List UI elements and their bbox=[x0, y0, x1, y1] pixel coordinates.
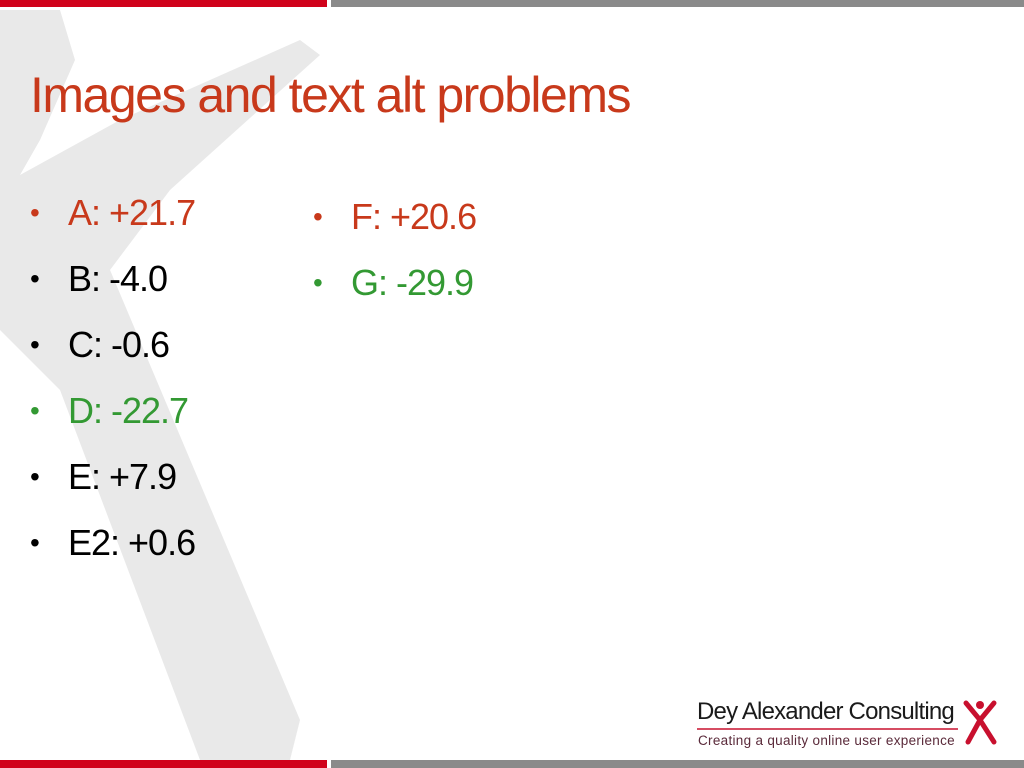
bullet: • bbox=[313, 267, 323, 298]
bullet: • bbox=[30, 395, 40, 426]
bullet-text: E: +7.9 bbox=[68, 456, 177, 497]
bullet-item: • A: +21.7 bbox=[30, 192, 196, 259]
bullet-text: C: -0.6 bbox=[68, 324, 170, 365]
bullet-text: F: +20.6 bbox=[351, 196, 477, 237]
bullet: • bbox=[30, 527, 40, 558]
logo-icon bbox=[963, 700, 997, 745]
bullet-item: • E2: +0.6 bbox=[30, 522, 196, 589]
right-list: • F: +20.6 • G: -29.9 bbox=[313, 196, 477, 329]
bullet-item: • F: +20.6 bbox=[313, 196, 477, 263]
bullet: • bbox=[313, 201, 323, 232]
bullet-item: • C: -0.6 bbox=[30, 324, 195, 391]
left-list: • A: +21.7 • B: -4.0 • C: -0.6 • D: -22.7 • E: +7… bbox=[30, 192, 196, 589]
logo-name: Dey Alexander Consulting bbox=[697, 698, 955, 725]
bullet-text: A: +21.7 bbox=[68, 192, 196, 233]
bullet: • bbox=[30, 197, 40, 228]
slide-title: Images and text alt problems bbox=[30, 67, 632, 123]
bullet-item: • D: -22.7 bbox=[30, 390, 195, 457]
bullet-item: • G: -29.9 bbox=[313, 262, 476, 329]
logo-tagline: Creating a quality online user experienc… bbox=[698, 733, 955, 748]
top-bar-red bbox=[0, 0, 327, 7]
bullet-text: G: -29.9 bbox=[351, 262, 474, 303]
bullet-item: • E: +7.9 bbox=[30, 456, 195, 523]
bullet-text: B: -4.0 bbox=[68, 258, 168, 299]
bullet: • bbox=[30, 461, 40, 492]
bullet: • bbox=[30, 329, 40, 360]
bullet-text: E2: +0.6 bbox=[68, 522, 196, 563]
bottom-bar-red bbox=[0, 760, 327, 768]
top-bar-gray bbox=[331, 0, 1024, 7]
bullet-text: D: -22.7 bbox=[68, 390, 189, 431]
bullet-item: • B: -4.0 bbox=[30, 258, 195, 325]
bottom-bar-gray bbox=[331, 760, 1024, 768]
background-shape bbox=[0, 10, 320, 760]
bullet: • bbox=[30, 263, 40, 294]
